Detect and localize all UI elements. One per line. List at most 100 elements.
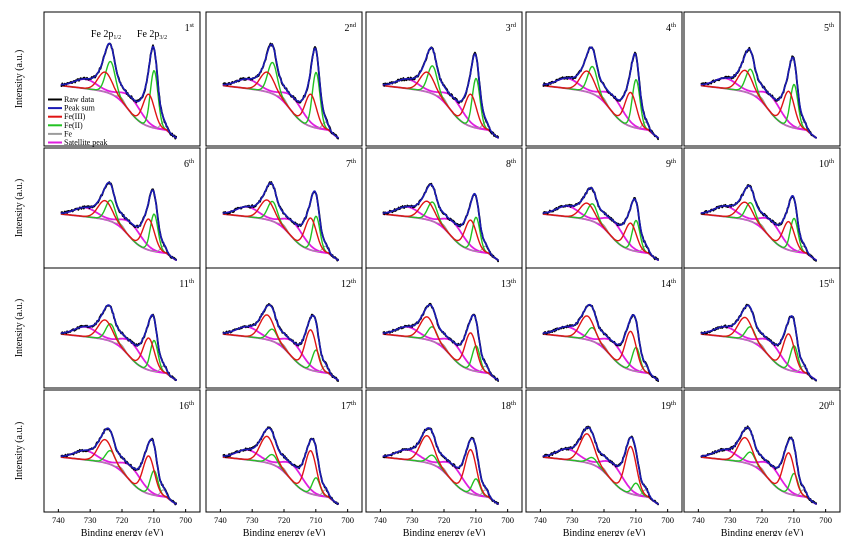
- fe-line: [61, 456, 177, 505]
- peak-sum-line: [700, 184, 817, 261]
- peak-sum-line: [542, 426, 659, 505]
- x-axis-4: 740 730 720 710 700 Binding energy (eV): [534, 509, 674, 536]
- peak-sum-line: [60, 304, 177, 381]
- panel-label: 19th: [661, 400, 677, 412]
- panel-label: 14th: [661, 278, 677, 290]
- fe3-line: [382, 200, 499, 261]
- x-tick-label: 710: [147, 515, 160, 525]
- panel-7: 7th: [205, 147, 363, 269]
- peak-sum-line: [60, 42, 177, 139]
- fe3-line: [382, 71, 499, 139]
- panel-frame: [205, 11, 363, 147]
- peak-sum-line: [700, 304, 817, 381]
- x-axis-label: Binding energy (eV): [721, 528, 804, 536]
- panel-12: 12th: [205, 267, 363, 389]
- peak-sum-line: [382, 304, 499, 381]
- panel-label: 7th: [346, 158, 357, 170]
- panel-frame: [683, 389, 841, 513]
- x-axis-label: Binding energy (eV): [243, 528, 326, 536]
- x-tick-label: 730: [246, 515, 259, 525]
- x-axis-label: Binding energy (eV): [403, 528, 486, 536]
- fe3-line: [382, 435, 499, 505]
- x-tick-label: 720: [116, 515, 129, 525]
- panel-label: 15th: [819, 278, 835, 290]
- peak-sum-line: [700, 48, 817, 139]
- panel-label: 5th: [824, 22, 835, 34]
- panel-frame: [683, 267, 841, 389]
- fe3-line: [700, 69, 817, 139]
- peak-sum-line: [542, 46, 659, 139]
- x-axis-label: Binding energy (eV): [81, 528, 164, 536]
- legend-entry-sat: Satellite peak: [64, 138, 107, 147]
- panel-label: 16th: [179, 400, 195, 412]
- fe3-line: [382, 316, 499, 381]
- peak-sum-line: [222, 43, 339, 139]
- panel-15: 15th: [683, 267, 841, 389]
- x-axis-5: 740 730 720 710 700 Binding energy (eV): [692, 509, 832, 536]
- x-tick-label: 710: [629, 515, 642, 525]
- x-tick-label: 730: [406, 515, 419, 525]
- panel-11: 11th: [43, 267, 201, 389]
- x-tick-label: 710: [469, 515, 482, 525]
- legend-entry-fe3: Fe(III): [64, 112, 86, 121]
- peak-sum-line: [60, 181, 177, 261]
- panel-frame: [365, 147, 523, 269]
- background-line: [382, 333, 499, 381]
- x-tick-label: 740: [214, 515, 227, 525]
- panel-label: 1st: [185, 22, 195, 34]
- panel-label: 8th: [506, 158, 517, 170]
- peak-label: Fe 2p3/2: [137, 29, 167, 41]
- panel-label: 2nd: [345, 22, 357, 34]
- x-tick-label: 730: [84, 515, 97, 525]
- legend-entry-fe2: Fe(II): [64, 121, 83, 130]
- fe3-line: [700, 316, 817, 381]
- peak-sum-line: [382, 427, 499, 505]
- fe3-line: [542, 315, 659, 381]
- panel-label: 17th: [341, 400, 357, 412]
- fe3-line: [60, 71, 177, 139]
- fe3-line: [222, 71, 339, 139]
- x-tick-label: 700: [179, 515, 192, 525]
- panel-8: 8th: [365, 147, 523, 269]
- panel-label: 4th: [666, 22, 677, 34]
- panel-13: 13th: [365, 267, 523, 389]
- panel-frame: [43, 11, 201, 147]
- peak-sum-line: [542, 303, 659, 381]
- peak-sum-line: [382, 183, 499, 261]
- x-tick-label: 720: [278, 515, 291, 525]
- fe3-line: [60, 319, 177, 381]
- fe3-line: [542, 70, 659, 139]
- panel-label: 3rd: [506, 22, 517, 34]
- panel-frame: [525, 11, 683, 147]
- panel-frame: [205, 267, 363, 389]
- panel-label: 10th: [819, 158, 835, 170]
- panel-14: 14th: [525, 267, 683, 389]
- fe-line: [701, 333, 817, 381]
- x-tick-label: 720: [438, 515, 451, 525]
- x-tick-label: 700: [501, 515, 514, 525]
- fe3-line: [222, 314, 339, 381]
- panel-label: 12th: [341, 278, 357, 290]
- panel-frame: [205, 389, 363, 513]
- panel-3: 3rd: [365, 11, 523, 147]
- x-tick-label: 720: [756, 515, 769, 525]
- peak-sum-line: [542, 186, 659, 261]
- x-tick-label: 730: [724, 515, 737, 525]
- panel-frame: [365, 267, 523, 389]
- panel-19: 19th: [525, 389, 683, 513]
- panel-frame: [525, 267, 683, 389]
- fe3-line: [542, 433, 659, 505]
- panel-16: 16th: [43, 389, 201, 513]
- y-axis-label: Intensity (a.u.): [14, 422, 25, 481]
- y-axis-label: Intensity (a.u.): [14, 50, 25, 109]
- panel-frame: [365, 389, 523, 513]
- x-tick-label: 730: [566, 515, 579, 525]
- x-tick-label: 740: [692, 515, 705, 525]
- y-axis-label: Intensity (a.u.): [14, 179, 25, 238]
- x-tick-label: 710: [309, 515, 322, 525]
- panel-frame: [525, 389, 683, 513]
- peak-label: Fe 2p1/2: [91, 29, 121, 41]
- panel-4: 4th: [525, 11, 683, 147]
